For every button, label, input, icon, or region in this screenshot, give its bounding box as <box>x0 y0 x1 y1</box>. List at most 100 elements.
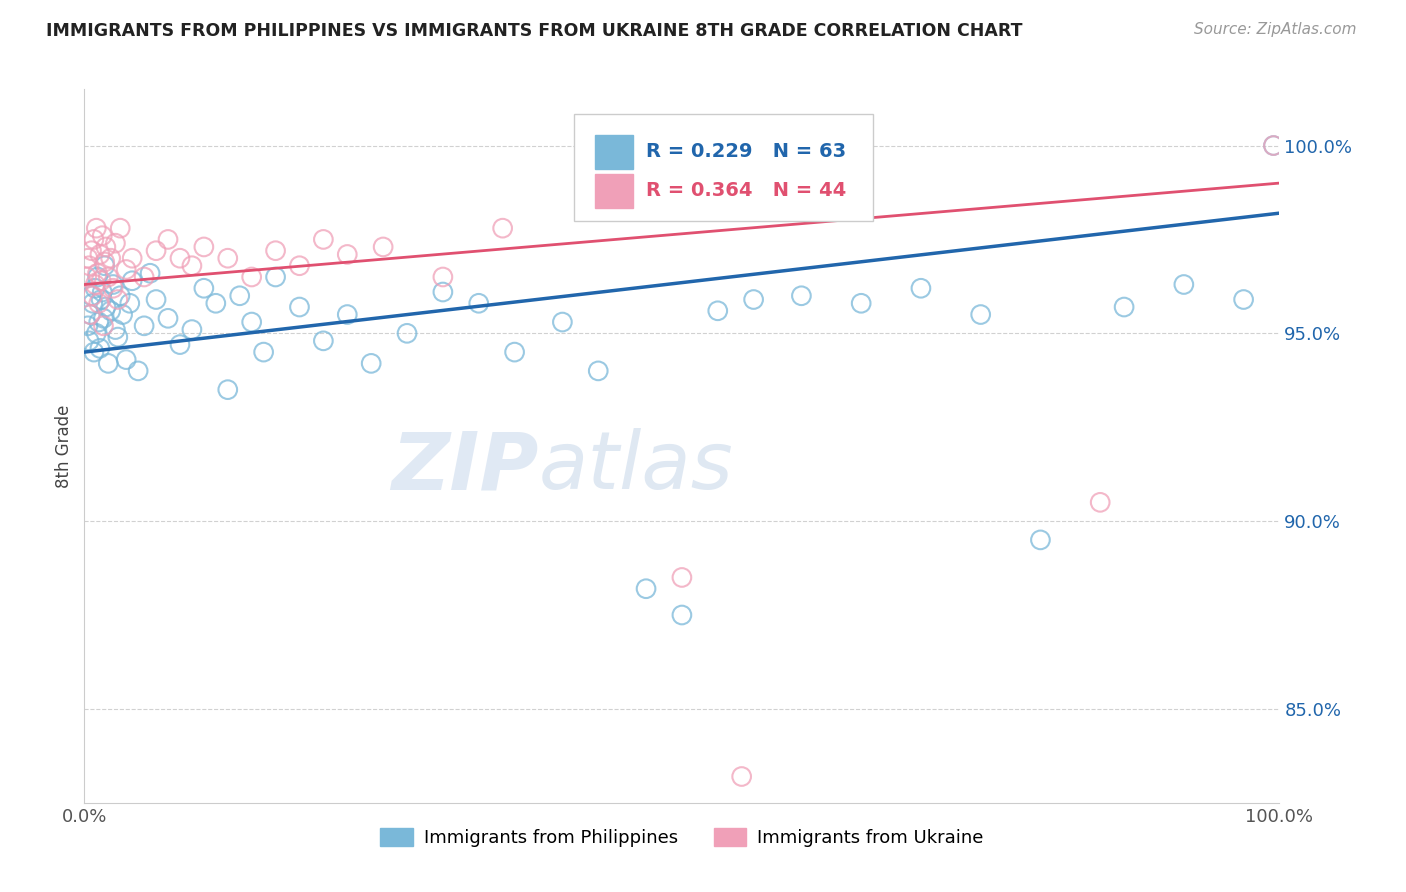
FancyBboxPatch shape <box>595 174 633 209</box>
Point <box>139 266 162 280</box>
Point <box>432 285 454 299</box>
Point <box>100 303 122 318</box>
Point <box>240 270 263 285</box>
Y-axis label: 8th Grade: 8th Grade <box>55 404 73 488</box>
Point <box>181 322 204 336</box>
Point <box>93 311 115 326</box>
Point <box>181 259 204 273</box>
Point <box>253 345 276 359</box>
Point <box>970 308 993 322</box>
Point <box>851 296 873 310</box>
Text: atlas: atlas <box>538 428 734 507</box>
Point <box>90 274 112 288</box>
Point <box>336 308 359 322</box>
Point <box>1090 495 1112 509</box>
Point <box>132 270 156 285</box>
Point <box>132 318 156 333</box>
Point <box>264 270 287 285</box>
Point <box>101 277 124 292</box>
Point <box>77 318 100 333</box>
Point <box>127 364 149 378</box>
Point <box>193 281 215 295</box>
Point <box>115 262 138 277</box>
Point <box>121 251 143 265</box>
Point <box>82 289 104 303</box>
Point <box>87 315 110 329</box>
FancyBboxPatch shape <box>575 114 873 221</box>
Point <box>83 345 105 359</box>
Point <box>636 582 658 596</box>
Point <box>1029 533 1052 547</box>
Point <box>91 228 114 243</box>
Point <box>910 281 932 295</box>
Point <box>217 251 239 265</box>
Point <box>77 334 100 348</box>
Point <box>312 232 335 246</box>
Point <box>110 289 132 303</box>
Point <box>87 296 110 310</box>
Point <box>118 296 141 310</box>
Point <box>742 293 765 307</box>
Point <box>93 255 115 269</box>
Point <box>205 296 228 310</box>
FancyBboxPatch shape <box>595 135 633 169</box>
Point <box>229 289 252 303</box>
Point <box>79 308 101 322</box>
Point <box>145 293 167 307</box>
Point <box>94 240 117 254</box>
Point <box>1263 138 1285 153</box>
Legend: Immigrants from Philippines, Immigrants from Ukraine: Immigrants from Philippines, Immigrants … <box>373 821 991 855</box>
Point <box>100 251 122 265</box>
Point <box>93 259 115 273</box>
Point <box>396 326 419 341</box>
Point <box>217 383 239 397</box>
Point <box>104 236 127 251</box>
Text: ZIP: ZIP <box>391 428 538 507</box>
Point <box>90 293 112 307</box>
Point <box>157 311 180 326</box>
Point <box>288 259 311 273</box>
Point <box>671 607 693 622</box>
Point <box>169 337 191 351</box>
Point <box>94 300 117 314</box>
Point <box>121 274 143 288</box>
Point <box>360 356 382 370</box>
Point <box>97 356 120 370</box>
Text: R = 0.364   N = 44: R = 0.364 N = 44 <box>647 181 846 200</box>
Point <box>468 296 491 310</box>
Text: IMMIGRANTS FROM PHILIPPINES VS IMMIGRANTS FROM UKRAINE 8TH GRADE CORRELATION CHA: IMMIGRANTS FROM PHILIPPINES VS IMMIGRANT… <box>46 22 1024 40</box>
Point <box>91 285 114 299</box>
Point <box>240 315 263 329</box>
Point <box>1233 293 1256 307</box>
Point <box>107 330 129 344</box>
Point <box>82 296 104 310</box>
Point <box>1173 277 1195 292</box>
Point <box>336 247 359 261</box>
Point <box>86 270 108 285</box>
Point <box>84 277 107 292</box>
Text: R = 0.229   N = 63: R = 0.229 N = 63 <box>647 142 846 161</box>
Point <box>110 221 132 235</box>
Point <box>432 270 454 285</box>
Point <box>86 221 108 235</box>
Point <box>115 352 138 367</box>
Point <box>77 259 100 273</box>
Point <box>790 289 813 303</box>
Point <box>86 266 108 280</box>
Point <box>264 244 287 258</box>
Point <box>551 315 574 329</box>
Point <box>671 570 693 584</box>
Point <box>1263 138 1285 153</box>
Point <box>76 270 98 285</box>
Point <box>79 308 101 322</box>
Point <box>145 244 167 258</box>
Point <box>492 221 515 235</box>
Point <box>80 244 103 258</box>
Point <box>101 281 124 295</box>
Point <box>1114 300 1136 314</box>
Point <box>731 770 754 784</box>
Point <box>80 289 103 303</box>
Point <box>707 303 730 318</box>
Point <box>193 240 215 254</box>
Point <box>104 322 127 336</box>
